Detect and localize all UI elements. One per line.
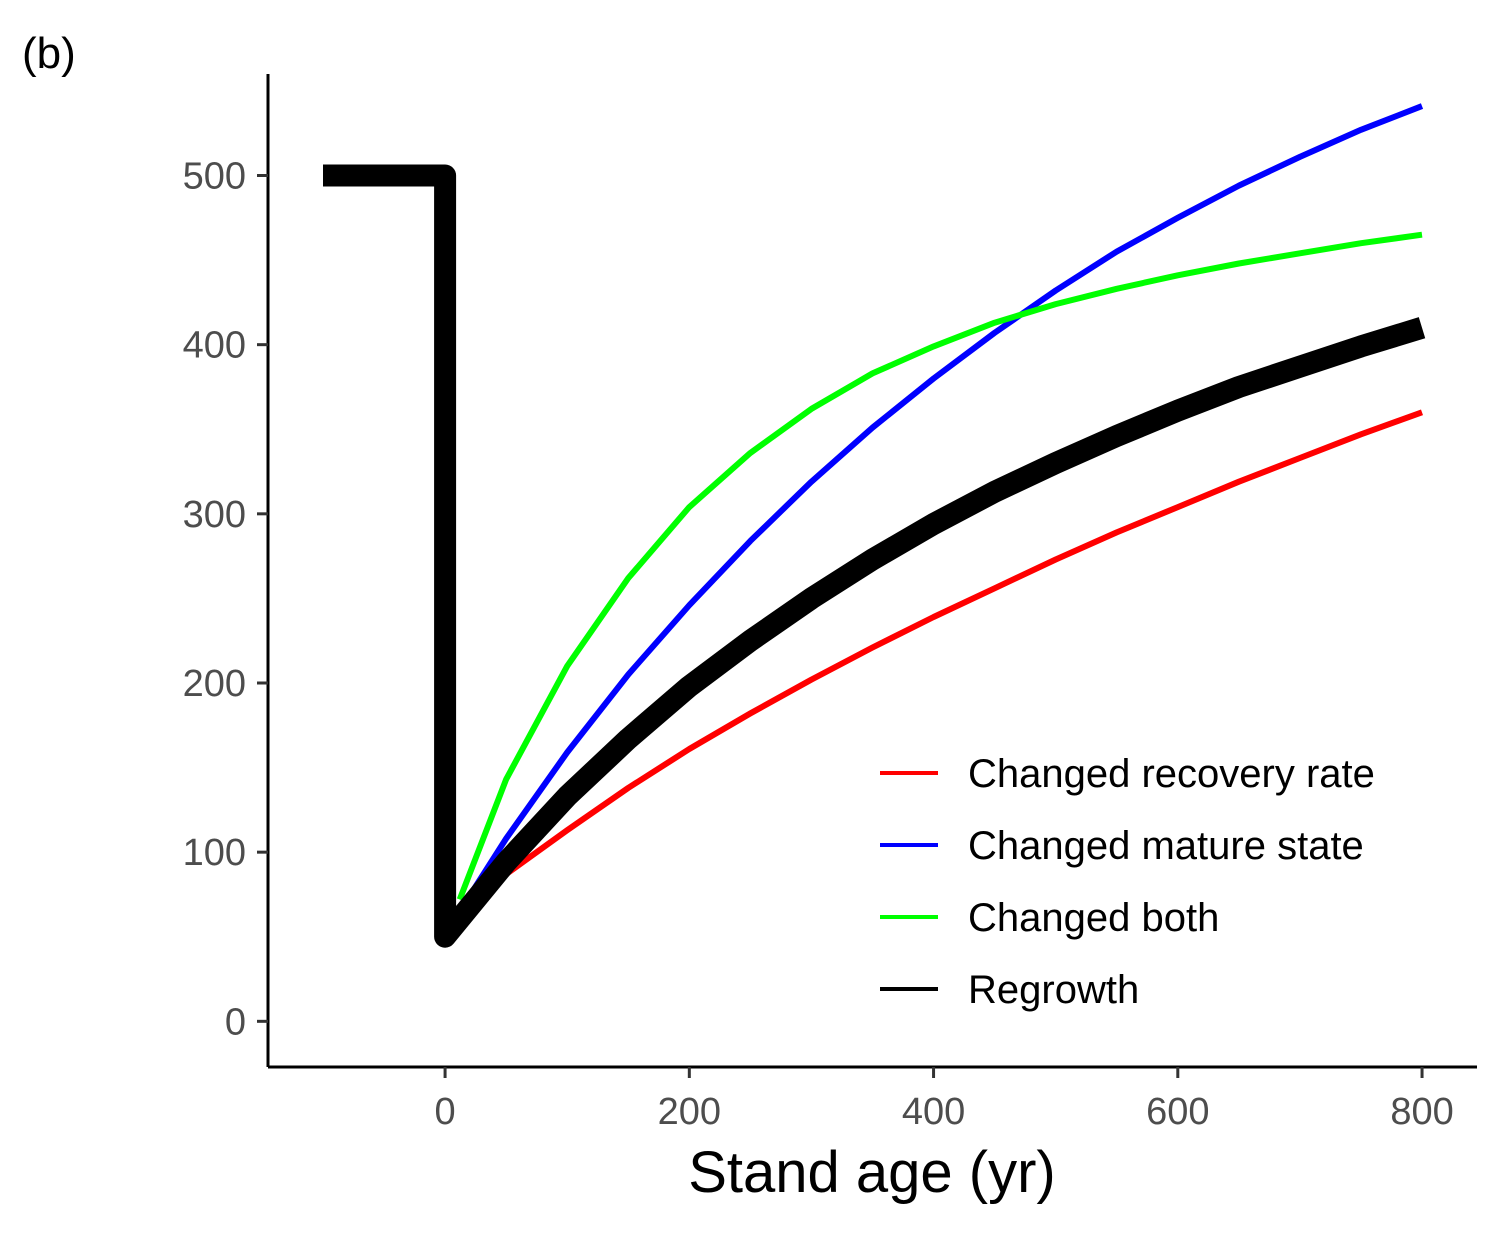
legend: Changed recovery rate Changed mature stat… xyxy=(880,752,1375,1012)
series-line-regrowth xyxy=(323,164,1426,948)
y-tick-label: 100 xyxy=(183,832,246,874)
x-tick-label: 800 xyxy=(1390,1091,1453,1133)
y-tick-label: 400 xyxy=(183,325,246,367)
series-line-changed-mature-state xyxy=(457,103,1424,914)
y-tick-label: 200 xyxy=(183,663,246,705)
y-tick-label: 500 xyxy=(183,155,246,197)
x-tick-label: 400 xyxy=(902,1091,965,1133)
x-axis-title: Stand age (yr) xyxy=(688,1140,1056,1205)
legend-label-changed-both: Changed both xyxy=(968,896,1219,940)
series-line-changed-both xyxy=(456,231,1423,901)
panel-label: (b) xyxy=(22,29,76,78)
series-layer xyxy=(323,103,1426,948)
legend-label-regrowth: Regrowth xyxy=(968,968,1139,1012)
legend-label-changed-recovery-rate: Changed recovery rate xyxy=(968,752,1375,796)
axes-layer: 0 100 200 300 400 500 0 200 400 600 800 xyxy=(183,74,1477,1133)
y-tick-label: 300 xyxy=(183,494,246,536)
legend-label-changed-mature-state: Changed mature state xyxy=(968,824,1364,868)
y-tick-label: 0 xyxy=(225,1001,246,1043)
x-tick-label: 0 xyxy=(435,1091,456,1133)
x-tick-label: 200 xyxy=(658,1091,721,1133)
x-tick-label: 600 xyxy=(1146,1091,1209,1133)
series-line-changed-recovery-rate xyxy=(457,409,1424,914)
